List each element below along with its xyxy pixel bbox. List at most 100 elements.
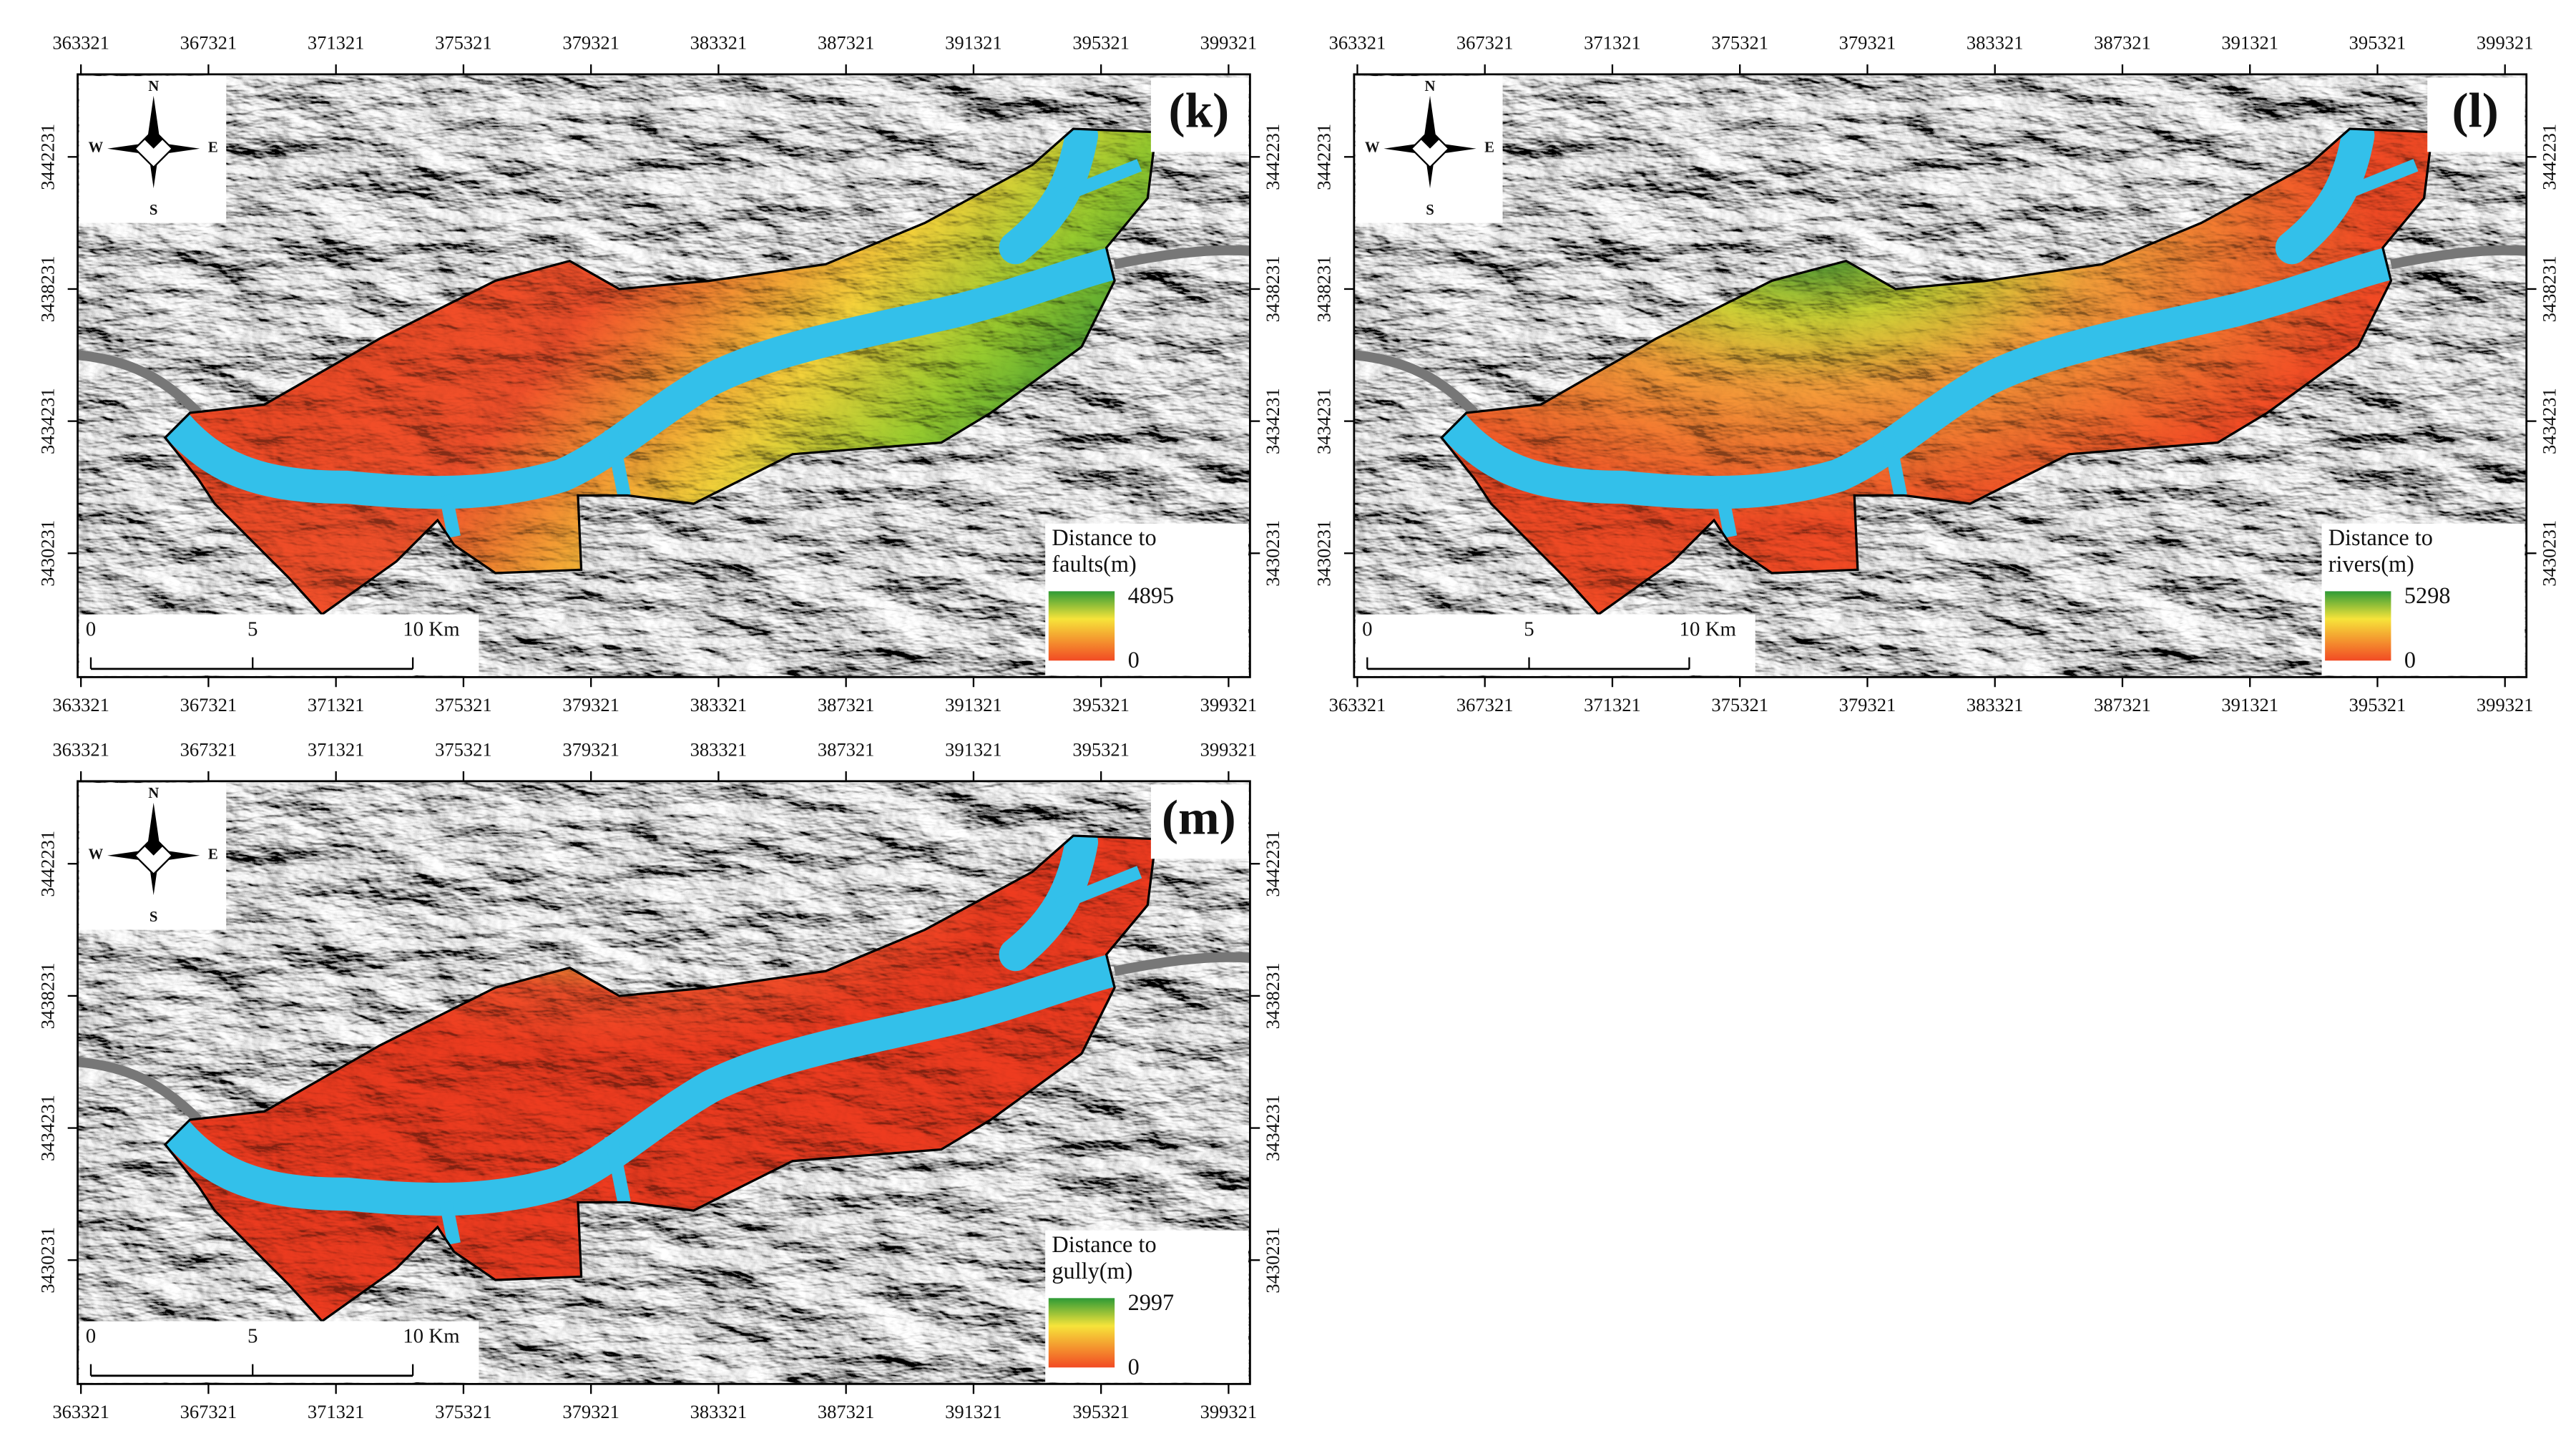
y-tick-label: 3442231	[1262, 124, 1283, 190]
panel-label-box	[2427, 77, 2525, 152]
study-boundary	[1440, 127, 2434, 616]
compass-west: W	[89, 140, 104, 156]
y-tick-label: 3434231	[1313, 388, 1335, 454]
compass-east: E	[1484, 140, 1494, 156]
compass-east: E	[208, 140, 218, 156]
x-tick-label: 375321	[435, 738, 492, 760]
x-tick-label: 395321	[1072, 31, 1130, 53]
scale-bar-label: 0	[86, 617, 96, 640]
compass-south: S	[150, 909, 158, 925]
x-tick-label: 387321	[818, 1401, 875, 1422]
compass-west: W	[89, 846, 104, 862]
x-tick-label: 387321	[818, 694, 875, 715]
study-boundary	[163, 127, 1157, 616]
x-tick-label: 379321	[562, 31, 619, 53]
x-tick-label: 363321	[52, 31, 109, 53]
x-tick-label: 379321	[562, 694, 619, 715]
x-tick-label: 399321	[1200, 738, 1258, 760]
panel-label-box	[1150, 77, 1249, 152]
y-tick-label: 3430231	[36, 1227, 58, 1294]
x-tick-label: 375321	[1711, 694, 1768, 715]
y-tick-label: 3438231	[2538, 256, 2560, 323]
x-tick-label: 391321	[2221, 31, 2278, 53]
x-tick-label: 371321	[308, 738, 365, 760]
y-tick-label: 3430231	[1262, 520, 1283, 587]
x-tick-label: 387321	[2094, 31, 2151, 53]
y-tick-label: 3442231	[36, 831, 58, 897]
map-frame	[77, 73, 1251, 678]
y-tick-label: 3442231	[1262, 831, 1283, 897]
x-tick-label: 363321	[52, 1401, 109, 1422]
x-tick-label: 379321	[562, 1401, 619, 1422]
legend-max: 2997	[1128, 1289, 1175, 1315]
x-tick-label: 375321	[435, 31, 492, 53]
compass-east: E	[208, 846, 218, 862]
x-tick-label: 383321	[690, 31, 748, 53]
road	[77, 245, 1250, 416]
river-branch	[439, 159, 1142, 539]
x-tick-label: 395321	[1072, 694, 1130, 715]
compass-south: S	[150, 202, 158, 218]
x-tick-label: 387321	[2094, 694, 2151, 715]
x-tick-label: 371321	[308, 31, 365, 53]
panel-label: (k)	[1169, 82, 1230, 137]
legend-ramp	[2325, 591, 2391, 661]
x-tick-label: 383321	[690, 1401, 748, 1422]
x-tick-label: 371321	[308, 694, 365, 715]
y-tick-label: 3434231	[36, 388, 58, 454]
river-branch	[1715, 159, 2419, 539]
x-tick-label: 367321	[180, 738, 237, 760]
x-tick-label: 363321	[1329, 694, 1386, 715]
y-tick-label: 3430231	[2538, 520, 2560, 587]
x-tick-label: 399321	[2477, 694, 2534, 715]
scale-bar-label: 5	[1524, 617, 1534, 640]
x-tick-label: 371321	[308, 1401, 365, 1422]
x-tick-label: 399321	[1200, 694, 1258, 715]
scale-bar-label: 10 Km	[403, 1324, 459, 1347]
y-tick-label: 3434231	[1262, 388, 1283, 454]
x-tick-label: 379321	[562, 738, 619, 760]
map-content	[77, 781, 1250, 1384]
legend-title: Distance to	[1052, 524, 1156, 550]
legend-title: Distance to	[1052, 1231, 1156, 1257]
compass-south: S	[1426, 202, 1434, 218]
legend-title: gully(m)	[1052, 1258, 1132, 1284]
x-tick-label: 395321	[2349, 31, 2406, 53]
x-tick-label: 395321	[1072, 1401, 1130, 1422]
map-content	[77, 74, 1250, 678]
x-tick-label: 399321	[2477, 31, 2534, 53]
legend-min: 0	[1128, 1354, 1140, 1379]
panel-label-box	[1150, 784, 1249, 859]
x-tick-label: 367321	[1456, 31, 1514, 53]
x-tick-label: 367321	[180, 31, 237, 53]
x-tick-label: 371321	[1584, 31, 1641, 53]
compass-west: W	[1365, 140, 1380, 156]
x-tick-label: 383321	[1967, 694, 2024, 715]
x-tick-label: 367321	[1456, 694, 1514, 715]
x-tick-label: 363321	[1329, 31, 1386, 53]
map-panel: 363321 363321 367321 367321 371321 371321 3753…	[36, 31, 1283, 715]
x-tick-label: 367321	[180, 694, 237, 715]
x-tick-label: 395321	[1072, 738, 1130, 760]
x-tick-label: 375321	[1711, 31, 1768, 53]
panel-label: (l)	[2452, 82, 2498, 137]
y-tick-label: 3438231	[1262, 256, 1283, 323]
x-tick-label: 375321	[435, 1401, 492, 1422]
y-tick-label: 3430231	[1262, 1227, 1283, 1294]
x-tick-label: 399321	[1200, 31, 1258, 53]
compass-north: N	[148, 78, 159, 94]
map-frame	[1353, 73, 2528, 678]
x-tick-label: 387321	[818, 738, 875, 760]
legend-ramp	[1048, 1298, 1115, 1368]
scale-bar-label: 5	[248, 617, 258, 640]
study-boundary	[163, 834, 1157, 1323]
scale-bar-label: 5	[248, 1324, 258, 1347]
map-panel: 363321 363321 367321 367321 371321 371321 3753…	[36, 738, 1283, 1422]
y-tick-label: 3434231	[1262, 1095, 1283, 1161]
y-tick-label: 3442231	[36, 124, 58, 190]
road	[77, 952, 1250, 1123]
scale-bar-label: 10 Km	[1680, 617, 1736, 640]
compass-center-fill	[1420, 130, 1440, 149]
scale-bar-label: 0	[86, 1324, 96, 1347]
